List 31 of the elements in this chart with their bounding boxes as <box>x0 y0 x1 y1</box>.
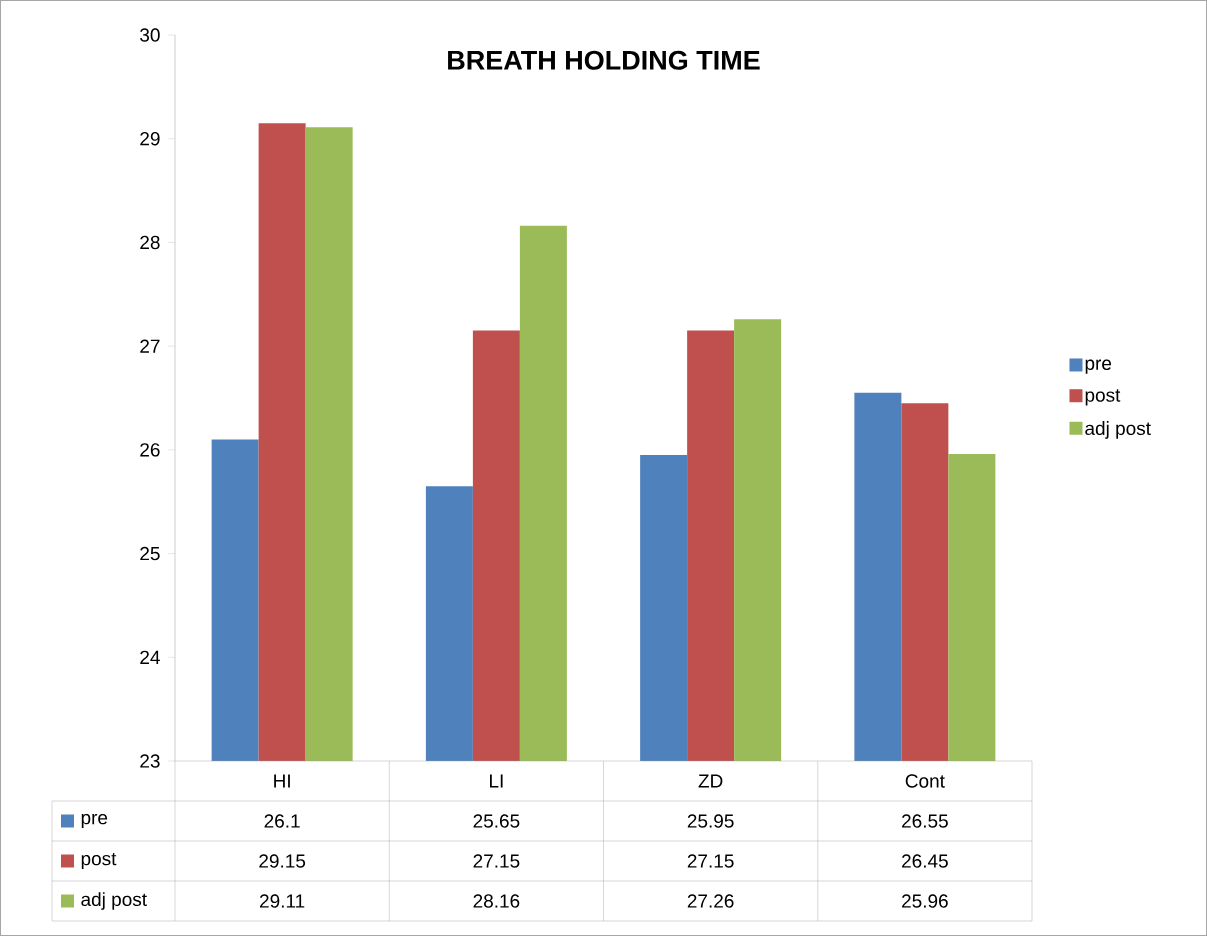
y-tick-label: 30 <box>140 28 160 42</box>
text: adj post <box>81 892 147 910</box>
text: pre <box>1085 359 1112 374</box>
data-label: 25.96 <box>902 894 948 908</box>
data-label: 27.26 <box>687 894 734 908</box>
data-label: 26.1 <box>264 814 300 828</box>
data-label: 26.55 <box>902 814 948 828</box>
data-label: 28.16 <box>473 894 520 908</box>
y-tick-label: 24 <box>140 650 160 664</box>
data-label: 25.95 <box>687 814 734 828</box>
chart-title: BREATH HOLDING TIME <box>448 50 760 70</box>
y-tick-label: 25 <box>140 546 160 561</box>
x-tick-label: ZD <box>698 774 723 788</box>
data-label: 25.65 <box>473 814 520 828</box>
text: post <box>81 852 117 870</box>
y-tick-label: 26 <box>140 443 160 457</box>
data-label: 27.15 <box>687 854 734 868</box>
y-tick-label: 27 <box>140 339 160 353</box>
x-tick-label: Cont <box>905 774 945 788</box>
y-tick-label: 23 <box>140 754 160 768</box>
legend-label: pre <box>81 813 108 829</box>
y-tick-label: 29 <box>140 131 160 146</box>
data-label: 29.15 <box>259 854 306 868</box>
data-label: 29.11 <box>260 894 305 908</box>
data-label: 26.45 <box>902 854 948 868</box>
data-label: 27.15 <box>473 854 520 868</box>
x-tick-label: HI <box>274 774 290 788</box>
x-tick-label: LI <box>490 774 503 788</box>
y-tick-label: 28 <box>140 235 160 250</box>
legend-label: adj post <box>1085 421 1151 439</box>
legend-label: post <box>1085 389 1121 406</box>
